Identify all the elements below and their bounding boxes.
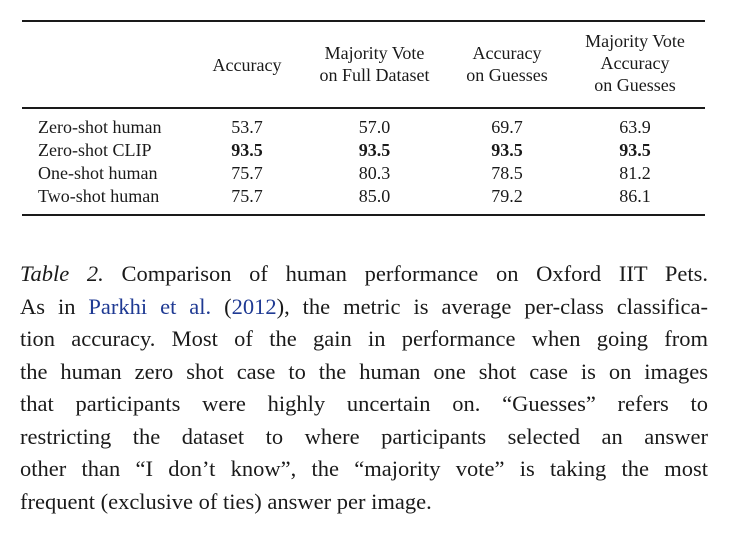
table-row: One-shot human 75.7 80.3 78.5 81.2: [22, 162, 705, 185]
row-label: Zero-shot human: [38, 117, 162, 137]
table-header-rule: [22, 107, 705, 109]
header-accuracy-line-1: Accuracy: [212, 55, 282, 75]
cell-accuracy: 75.7: [231, 186, 263, 206]
cell-majority-vote-guesses: 93.5: [619, 140, 651, 160]
table-row: Two-shot human 75.7 85.0 79.2 86.1: [22, 185, 705, 208]
cell-majority-vote-full: 57.0: [358, 117, 391, 137]
citation-author-link[interactable]: Parkhi et al.: [88, 293, 212, 319]
header-accuracy-guesses: Accuracy on Guesses: [457, 42, 557, 86]
caption-line-6: restricting the dataset to where partici…: [20, 423, 708, 449]
cell-majority-vote-full: 80.3: [358, 163, 391, 183]
header-accuracy: Accuracy: [207, 54, 287, 76]
header-accuracy-guesses-line-2: on Guesses: [466, 65, 548, 85]
header-majority-vote-full-line-2: on Full Dataset: [319, 65, 430, 85]
header-majority-vote-guesses-line-2: Accuracy: [600, 53, 670, 73]
citation-open-paren: (: [211, 293, 232, 319]
caption-line-2: As in Parkhi et al. (2012), the metric i…: [20, 291, 708, 324]
row-label: Two-shot human: [38, 186, 160, 206]
row-label: One-shot human: [38, 163, 158, 183]
caption-label: Table 2.: [20, 261, 104, 286]
table-bottom-rule: [22, 214, 705, 216]
caption-line-5: that participants were highly uncertain …: [20, 391, 708, 416]
caption-line-1-text: Comparison of human performance on Oxfor…: [103, 261, 709, 286]
caption-line-4: the human zero shot case to the human on…: [20, 358, 708, 384]
citation-year-link[interactable]: 2012: [231, 293, 277, 319]
cell-majority-vote-guesses: 86.1: [619, 186, 651, 206]
row-label: Zero-shot CLIP: [38, 140, 152, 160]
table-caption: Table 2. Comparison of human performance…: [20, 258, 708, 518]
caption-line-2-pre: As in: [20, 293, 89, 319]
cell-majority-vote-guesses: 81.2: [619, 163, 651, 183]
cell-majority-vote-full: 85.0: [358, 186, 391, 206]
cell-accuracy-guesses: 79.2: [491, 186, 523, 206]
header-majority-vote-full: Majority Vote on Full Dataset: [317, 42, 432, 86]
cell-accuracy: 53.7: [231, 117, 263, 137]
header-majority-vote-guesses: Majority Vote Accuracy on Guesses: [575, 30, 695, 96]
header-majority-vote-full-line-1: Majority Vote: [324, 43, 425, 63]
caption-line-3: tion accuracy. Most of the gain in perfo…: [20, 326, 708, 351]
header-accuracy-guesses-line-1: Accuracy: [472, 43, 542, 63]
caption-line-1: Table 2. Comparison of human performance…: [20, 258, 708, 291]
table-row: Zero-shot human 53.7 57.0 69.7 63.9: [22, 116, 705, 139]
cell-accuracy-guesses: 93.5: [491, 140, 523, 160]
cell-accuracy: 93.5: [231, 140, 263, 160]
cell-accuracy-guesses: 69.7: [491, 117, 523, 137]
cell-accuracy-guesses: 78.5: [491, 163, 523, 183]
caption-line-2-post: ), the metric is average per-class class…: [276, 293, 708, 319]
caption-line-7: other than “I don’t know”, the “majority…: [20, 456, 708, 481]
cell-accuracy: 75.7: [231, 163, 263, 183]
caption-line-8: frequent (exclusive of ties) answer per …: [20, 488, 432, 514]
results-table: Accuracy Majority Vote on Full Dataset A…: [22, 20, 705, 218]
table-top-rule: [22, 20, 705, 22]
cell-majority-vote-full: 93.5: [358, 140, 391, 160]
header-majority-vote-guesses-line-3: on Guesses: [594, 75, 676, 95]
cell-majority-vote-guesses: 63.9: [619, 117, 651, 137]
table-row: Zero-shot CLIP 93.5 93.5 93.5 93.5: [22, 139, 705, 162]
header-majority-vote-guesses-line-1: Majority Vote: [585, 31, 685, 51]
